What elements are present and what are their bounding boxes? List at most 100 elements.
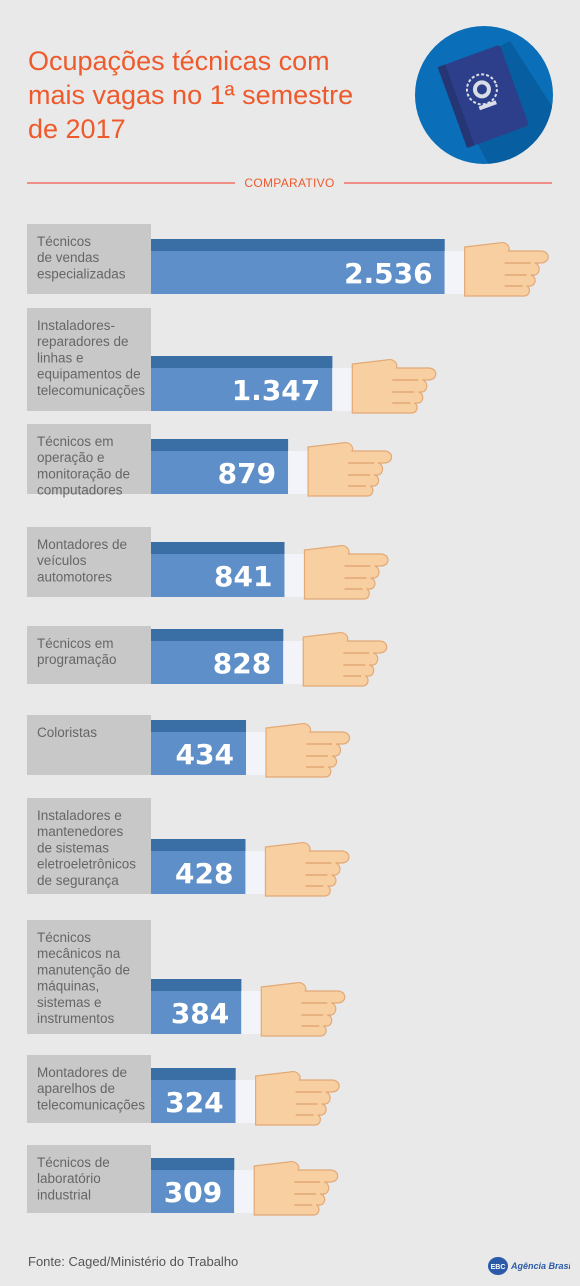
source-note: Fonte: Caged/Ministério do Trabalho	[28, 1254, 239, 1269]
work-card-emblem-icon	[415, 26, 553, 164]
category-label: equipamentos de	[37, 367, 141, 382]
bar-stripe	[151, 839, 246, 851]
category-label: de sistemas	[37, 840, 109, 855]
divider-line	[344, 182, 552, 184]
pointing-hand-icon	[255, 1071, 340, 1126]
category-label: instrumentos	[37, 1011, 115, 1026]
category-label: Técnicos em	[37, 434, 114, 449]
sleeve-cuff	[284, 554, 305, 597]
category-label: Técnicos	[37, 930, 91, 945]
category-label: eletroeletrônicos	[37, 857, 136, 872]
section-divider: COMPARATIVO	[27, 176, 552, 190]
category-label: Instaladores e	[37, 808, 122, 823]
category-label: monitoração de	[37, 466, 130, 481]
sleeve-cuff	[234, 1170, 255, 1213]
category-label: linhas e	[37, 350, 84, 365]
pointing-hand-icon	[260, 982, 346, 1037]
bar-stripe	[151, 629, 284, 641]
category-label: Instaladores-	[37, 318, 115, 333]
category-label: Montadores de	[37, 537, 127, 552]
category-label-box	[27, 1055, 151, 1123]
category-label: aparelhos de	[37, 1081, 115, 1096]
category-label: de segurança	[37, 873, 119, 888]
value-label: 879	[218, 457, 276, 490]
bar-stripe	[151, 239, 445, 251]
value-label: 1.347	[232, 374, 321, 407]
category-label: mecânicos na	[37, 946, 121, 961]
page-title: Ocupações técnicas com mais vagas no 1ª …	[28, 44, 388, 146]
category-label: Montadores de	[37, 1065, 127, 1080]
category-label-box	[27, 798, 151, 894]
sleeve-cuff	[246, 732, 267, 775]
pointing-hand-icon	[303, 545, 389, 600]
value-label: 309	[164, 1176, 222, 1209]
category-label: reparadores de	[37, 334, 129, 349]
title-line: de 2017	[28, 114, 126, 144]
category-label-box	[27, 527, 151, 597]
value-label: 324	[165, 1086, 223, 1119]
bar-stripe	[151, 439, 289, 451]
value-label: 384	[171, 997, 229, 1030]
category-label: de vendas	[37, 250, 100, 265]
category-label-box	[27, 308, 151, 411]
section-label: COMPARATIVO	[244, 176, 335, 190]
pointing-hand-icon	[264, 842, 350, 897]
chart-row: Coloristas 434	[27, 715, 351, 778]
category-label-box	[27, 424, 151, 494]
category-label-box	[27, 626, 151, 684]
category-label: manutenção de	[37, 962, 130, 977]
category-label-box	[27, 920, 151, 1034]
value-label: 828	[213, 647, 271, 680]
category-label-box	[27, 715, 151, 775]
value-label: 841	[214, 560, 272, 593]
divider-line	[27, 182, 235, 184]
pointing-hand-icon	[265, 723, 351, 778]
logo-mark: EBC	[491, 1264, 506, 1271]
category-label: máquinas,	[37, 979, 99, 994]
category-label-box	[27, 1145, 151, 1213]
category-label: mantenedores	[37, 824, 124, 839]
bar-stripe	[151, 356, 333, 368]
pointing-hand-icon	[307, 442, 393, 497]
agencia-brasil-logo: EBC Agência Brasil	[488, 1257, 570, 1275]
category-label: Técnicos de	[37, 1155, 110, 1170]
category-label: laboratório	[37, 1171, 101, 1186]
category-label: telecomunicações	[37, 383, 145, 398]
sleeve-cuff	[241, 991, 262, 1034]
sleeve-cuff	[235, 1080, 256, 1123]
category-label: operação e	[37, 450, 105, 465]
category-label: Técnicos em	[37, 636, 114, 651]
value-label: 2.536	[344, 257, 433, 290]
title-line: Ocupações técnicas com	[28, 46, 330, 76]
title-line: mais vagas no 1ª semestre	[28, 80, 354, 110]
category-label-box	[27, 224, 151, 294]
category-label: automotores	[37, 569, 112, 584]
value-label: 428	[175, 857, 233, 890]
value-label: 434	[176, 738, 234, 771]
category-label: programação	[37, 652, 117, 667]
category-label: telecomunicações	[37, 1097, 145, 1112]
category-label: veículos	[37, 553, 87, 568]
pointing-hand-icon	[302, 632, 388, 687]
pointing-hand-icon	[253, 1161, 339, 1216]
pointing-hand-icon	[351, 359, 437, 414]
bar-stripe	[151, 542, 285, 554]
sleeve-cuff	[332, 368, 353, 411]
sleeve-cuff	[283, 641, 304, 684]
sleeve-cuff	[245, 851, 266, 894]
sleeve-cuff	[288, 451, 309, 494]
pointing-hand-icon	[464, 242, 549, 297]
category-label: sistemas e	[37, 995, 102, 1010]
category-label: Técnicos	[37, 234, 91, 249]
category-label: computadores	[37, 483, 123, 498]
